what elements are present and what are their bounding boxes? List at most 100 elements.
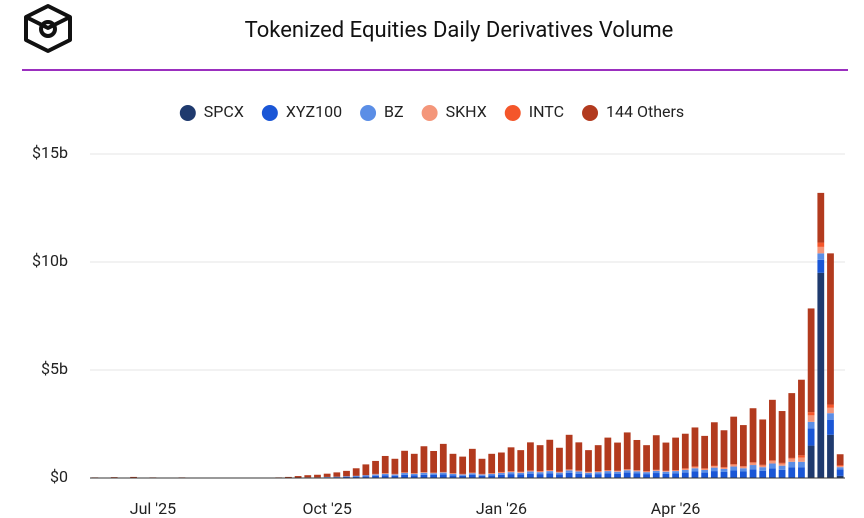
bar-segment bbox=[372, 460, 379, 474]
bar-segment bbox=[643, 445, 650, 472]
bar-segment bbox=[381, 475, 389, 478]
bar-segment bbox=[585, 450, 592, 472]
bar-segment bbox=[410, 475, 418, 478]
bar-segment bbox=[468, 473, 476, 475]
bar-segment bbox=[507, 447, 515, 472]
bar-segment bbox=[759, 470, 767, 478]
bar-segment bbox=[362, 475, 370, 477]
bar-segment bbox=[749, 469, 757, 478]
bar-segment bbox=[807, 428, 815, 446]
bar-segment bbox=[439, 472, 447, 475]
bar-segment bbox=[401, 474, 408, 478]
bar-segment bbox=[478, 474, 486, 476]
bar-segment bbox=[343, 470, 350, 477]
bar-segment bbox=[769, 468, 776, 478]
bar-segment bbox=[304, 475, 312, 478]
bar-segment bbox=[672, 473, 679, 478]
bar-segment bbox=[701, 468, 709, 471]
bar-segment bbox=[536, 474, 544, 478]
y-tick-label: $0 bbox=[50, 467, 68, 486]
bar-segment bbox=[478, 475, 486, 478]
bar-segment bbox=[604, 473, 612, 478]
bar-segment bbox=[556, 474, 563, 478]
bar-segment bbox=[391, 458, 399, 474]
bar-segment bbox=[497, 452, 505, 472]
bar-segment bbox=[459, 456, 467, 474]
bar-segment bbox=[633, 439, 641, 471]
bar-segment bbox=[769, 463, 776, 469]
bar-segment bbox=[536, 472, 544, 475]
bar-segment bbox=[730, 470, 738, 478]
bar-segment bbox=[836, 469, 844, 476]
bar-segment bbox=[478, 458, 486, 474]
bar-segment bbox=[769, 460, 776, 461]
bar-segment bbox=[643, 471, 650, 473]
bar-segment bbox=[410, 473, 418, 476]
bar-segment bbox=[652, 473, 660, 478]
bar-segment bbox=[681, 470, 689, 473]
bar-segment bbox=[778, 463, 786, 466]
bar-segment bbox=[623, 472, 631, 478]
bar-segment bbox=[749, 462, 757, 466]
y-tick-label: $15b bbox=[32, 143, 68, 162]
bar-segment bbox=[420, 446, 428, 473]
bar-segment bbox=[817, 259, 825, 273]
bar-segment bbox=[381, 473, 389, 476]
bar-segment bbox=[643, 474, 650, 478]
bar-segment bbox=[788, 393, 796, 458]
bar-segment bbox=[497, 472, 505, 474]
bar-segment bbox=[623, 432, 631, 470]
legend-swatch bbox=[582, 105, 599, 121]
bar-segment bbox=[556, 471, 563, 473]
bar-segment bbox=[739, 471, 747, 478]
bar-segment bbox=[749, 462, 757, 463]
bar-segment bbox=[788, 458, 796, 462]
bar-segment bbox=[662, 471, 670, 472]
bar-segment bbox=[778, 469, 786, 478]
bar-segment bbox=[430, 474, 438, 478]
bar-segment bbox=[468, 448, 476, 473]
bar-segment bbox=[585, 472, 592, 473]
bar-segment bbox=[827, 413, 834, 420]
bar-segment bbox=[798, 455, 805, 458]
bar-segment bbox=[643, 472, 650, 475]
x-tick-label: Jul '25 bbox=[130, 499, 176, 518]
bar-segment bbox=[798, 467, 805, 478]
bar-segment bbox=[430, 473, 438, 475]
legend-label: BZ bbox=[384, 102, 404, 121]
bar-segment bbox=[604, 471, 612, 474]
bar-segment bbox=[352, 475, 360, 477]
bar-segment bbox=[420, 474, 428, 478]
bar-segment bbox=[449, 473, 457, 476]
bar-segment bbox=[439, 474, 447, 478]
bar-segment bbox=[517, 472, 525, 473]
bar-segment bbox=[614, 442, 621, 471]
bar-segment bbox=[710, 466, 718, 468]
legend-swatch bbox=[179, 105, 196, 121]
bar-segment bbox=[827, 434, 834, 478]
bar-segment bbox=[343, 476, 350, 477]
bar-segment bbox=[778, 465, 786, 470]
y-tick-label: $5b bbox=[41, 359, 68, 378]
bar-segment bbox=[333, 472, 341, 477]
bar-segment bbox=[778, 411, 786, 463]
bar-segment bbox=[488, 473, 496, 476]
bar-segment bbox=[633, 470, 641, 472]
bar-segment bbox=[759, 467, 767, 471]
bar-segment bbox=[546, 439, 554, 471]
bar-segment bbox=[527, 470, 534, 472]
bar-segment bbox=[798, 379, 805, 456]
legend-label: 144 Others bbox=[606, 102, 684, 121]
legend-swatch bbox=[261, 105, 278, 121]
bar-segment bbox=[623, 469, 631, 471]
bar-segment bbox=[468, 474, 476, 478]
bar-segment bbox=[294, 476, 302, 478]
bar-segment bbox=[749, 408, 757, 463]
legend-swatch bbox=[504, 105, 521, 121]
bar-segment bbox=[575, 442, 583, 471]
bar-segment bbox=[614, 471, 621, 472]
x-tick-label: Apr '26 bbox=[651, 499, 701, 518]
bar-segment bbox=[527, 471, 534, 474]
chart-title: Tokenized Equities Daily Derivatives Vol… bbox=[245, 18, 674, 43]
x-tick-label: Oct '25 bbox=[302, 499, 351, 518]
